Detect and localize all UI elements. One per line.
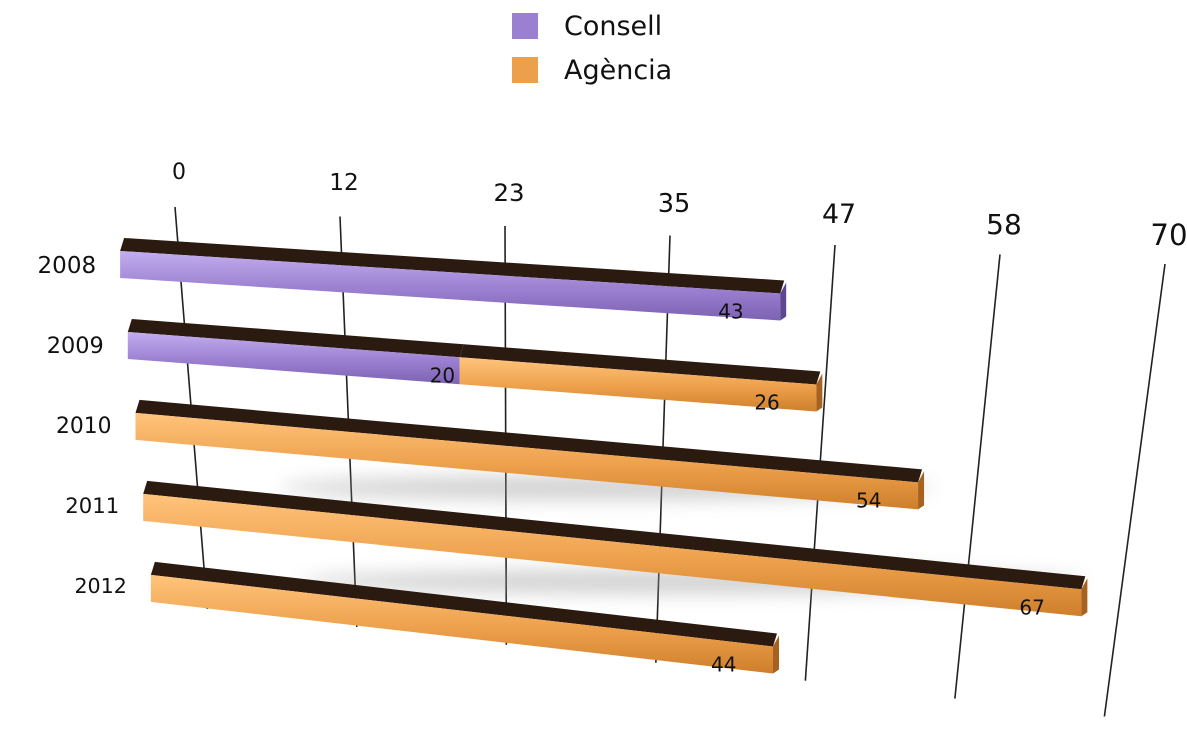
category-label-2011: 2011: [65, 493, 119, 518]
bar-top-agencia-2011: [143, 480, 1086, 590]
data-label: 67: [1019, 595, 1044, 619]
bar-consell-2008: [120, 250, 781, 321]
gridline-70: [1103, 263, 1166, 717]
x-tick-label: 12: [329, 169, 359, 196]
bar-top-consell-2008: [120, 237, 785, 294]
data-label: 26: [754, 390, 779, 414]
category-label-2010: 2010: [56, 414, 111, 439]
bar-top-agencia-2012: [150, 561, 778, 647]
x-tick-label: 47: [822, 199, 856, 230]
data-label: 54: [856, 488, 881, 512]
x-tick-label: 35: [658, 189, 691, 219]
bar-end-cap-2011: [1081, 578, 1088, 617]
legend-swatch-agencia: [512, 57, 538, 83]
x-tick-label: 23: [493, 178, 524, 207]
category-label-2009: 2009: [47, 333, 104, 359]
bar-end-cap-2009: [816, 373, 823, 412]
bar-top-agencia-2009: [459, 344, 821, 385]
legend-label-agencia: Agència: [564, 54, 673, 86]
legend-swatch-consell: [512, 13, 538, 39]
category-label-2012: 2012: [74, 574, 126, 598]
data-labels: 43 20 26 54 67 44: [430, 299, 1045, 676]
bar-top-consell-2009: [127, 318, 464, 358]
x-tick-label: 0: [172, 160, 186, 185]
data-label: 43: [718, 299, 743, 323]
bar-end-cap-2010: [918, 471, 925, 510]
data-label: 20: [430, 363, 455, 387]
x-tick-labels: 0 12 23 35 47 58 70: [172, 160, 1187, 252]
x-tick-label: 58: [986, 208, 1022, 241]
bar-agencia-2010: [135, 412, 919, 510]
legend-item-agencia: Agència: [512, 48, 672, 92]
legend-item-consell: Consell: [512, 4, 672, 48]
x-tick-label: 70: [1150, 218, 1187, 252]
bars: [120, 237, 1088, 674]
data-label: 44: [711, 652, 736, 676]
legend-label-consell: Consell: [564, 10, 663, 42]
bar-consell-2009: [127, 331, 460, 385]
bar-top-agencia-2010: [135, 399, 923, 483]
gridline-58: [954, 254, 1001, 699]
legend: Consell Agència: [512, 4, 672, 92]
category-label-2008: 2008: [38, 253, 97, 279]
bar-agencia-2012: [150, 574, 774, 674]
category-labels: 2008 2009 2010 2011 2012: [38, 253, 127, 598]
bar-agencia-2011: [143, 493, 1082, 617]
bar-end-cap-2012: [773, 635, 780, 674]
bar-agencia-2009: [459, 357, 817, 412]
bar-end-cap-2008: [780, 282, 787, 321]
